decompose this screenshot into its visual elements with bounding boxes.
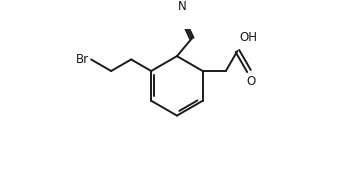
Text: OH: OH xyxy=(239,31,257,44)
Text: O: O xyxy=(246,75,255,88)
Text: Br: Br xyxy=(76,53,89,66)
Text: N: N xyxy=(178,0,186,13)
